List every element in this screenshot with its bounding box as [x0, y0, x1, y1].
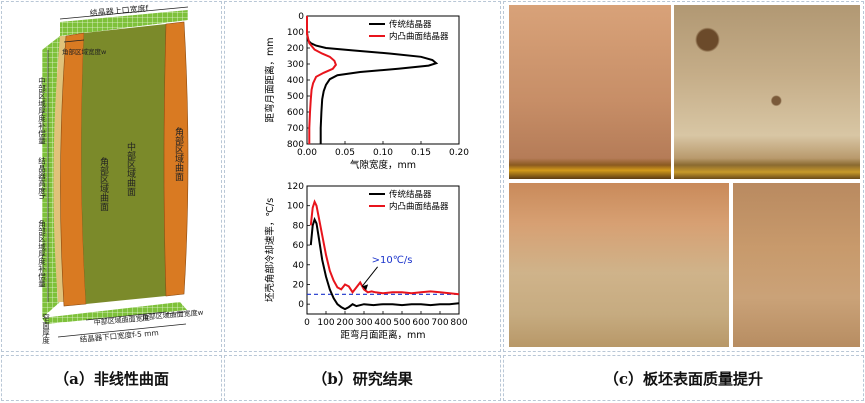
panel-c [503, 1, 864, 352]
panel-a: 结晶器上口宽度f 角部区域宽度w 角部区域曲面 中部区域曲面 角部区域曲面 中部… [1, 1, 222, 352]
corner-thickness-comp-label: 角部区域厚度补偿量 [37, 219, 46, 288]
caption-b: （b）研究结果 [224, 355, 501, 401]
bottom-wall-grid [42, 302, 187, 324]
chart-1-xtick-label: 800 [450, 318, 467, 328]
slab-photo-2 [674, 5, 860, 179]
mold-height-label: 结晶器高度h [37, 156, 46, 200]
chart-0-legend-label-1: 内凸曲面结晶器 [389, 31, 449, 42]
corner-width-label: 角部区域宽度w [62, 47, 107, 56]
chart-0-xtick-label: 0.00 [297, 148, 317, 158]
slab-photo-4 [733, 183, 860, 347]
chart-0-legend-label-0: 传统结晶器 [389, 19, 432, 30]
chart-1-ytick-label: 100 [287, 202, 304, 212]
chart-1-annotation: >10℃/s [372, 255, 413, 266]
chart-0-series-0-line [306, 16, 439, 144]
chart-0-ytick-label: 400 [287, 76, 304, 86]
chart-0-series-1-line [306, 16, 338, 144]
top-wall-grid [60, 10, 188, 36]
chart-0-ytick-label: 500 [287, 92, 304, 102]
chart-1-series-0-line [309, 216, 460, 311]
right-corner-strip [163, 21, 189, 297]
chart-1-annotation-arrowhead [362, 284, 369, 291]
mold-diagram: 结晶器上口宽度f 角部区域宽度w 角部区域曲面 中部区域曲面 角部区域曲面 中部… [37, 3, 204, 346]
caption-c: （c）板坯表面质量提升 [503, 355, 864, 401]
middle-surface-label: 中部区域曲面 [125, 141, 136, 197]
chart-0-ytick-label: 100 [287, 28, 304, 38]
side-thickness-label: 窄面厚度 [41, 313, 50, 346]
chart-0-xlabel: 气隙宽度，mm [350, 159, 416, 171]
chart-1-legend-label-1: 内凸曲面结晶器 [389, 201, 449, 212]
chart-0-xtick-label: 0.05 [335, 148, 355, 158]
middle-surface [81, 24, 166, 304]
chart-1-xtick-label: 300 [355, 318, 372, 328]
chart-1-annotation-arrow [361, 266, 378, 287]
chart-1-legend-label-0: 传统结晶器 [389, 189, 432, 200]
chart-1-ytick-label: 60 [293, 241, 305, 251]
chart-0-ytick-label: 0 [298, 12, 304, 22]
chart-1-xtick-label: 500 [393, 318, 410, 328]
chart-0-xtick-label: 0.15 [411, 148, 431, 158]
results-charts: 0.00 0.05 0.10 0.15 0.2001002003004005006007… [264, 12, 469, 341]
mid-thickness-comp-label: 中部区域厚度补偿量 [37, 76, 46, 145]
chart-1-xtick-label: 200 [336, 318, 353, 328]
bottom-width-label: 结晶器下口宽度f-5 mm [79, 327, 159, 344]
slab-photo-3 [509, 183, 729, 347]
chart-0-ytick-label: 700 [287, 124, 304, 134]
chart-1-ytick-label: 80 [293, 221, 305, 231]
caption-a: （a）非线性曲面 [1, 355, 222, 401]
chart-1-xlabel: 距弯月面距离，mm [340, 329, 425, 341]
chart-0-ylabel: 距弯月面距离，mm [264, 37, 276, 122]
chart-1-ylabel: 坯壳角部冷却速率，℃/s [264, 198, 276, 302]
chart-0-ytick-label: 600 [287, 108, 304, 118]
chart-0-ytick-label: 200 [287, 44, 304, 54]
chart-1-ytick-label: 40 [293, 261, 305, 271]
chart-1-ytick-label: 0 [298, 300, 304, 310]
chart-1-xtick-label: 0 [304, 318, 310, 328]
chart-1-xtick-label: 600 [412, 318, 429, 328]
chart-1-series-1-line [309, 199, 460, 296]
corner-surface-left-label: 角部区域曲面 [98, 156, 109, 212]
chart-1-xtick-label: 700 [431, 318, 448, 328]
corner-surface-right-label: 角部区域曲面 [173, 126, 184, 182]
chart-0-xtick-label: 0.20 [449, 148, 469, 158]
chart-1-ytick-label: 120 [287, 182, 304, 192]
chart-1-ytick-label: 20 [293, 280, 305, 290]
chart-0-xtick-label: 0.10 [373, 148, 393, 158]
chart-1-xtick-label: 100 [317, 318, 334, 328]
panel-b: 0.00 0.05 0.10 0.15 0.20 0 100 200 300 400 500 600 7… [224, 1, 501, 352]
chart-0-ytick-label: 800 [287, 140, 304, 150]
chart-0-ytick-label: 300 [287, 60, 304, 70]
left-curve-edge [53, 36, 66, 302]
chart-1-xtick-label: 400 [374, 318, 391, 328]
slab-photo-1 [509, 5, 671, 179]
